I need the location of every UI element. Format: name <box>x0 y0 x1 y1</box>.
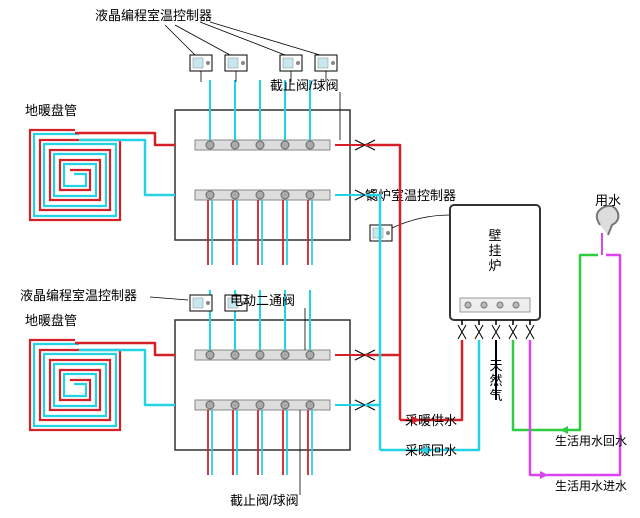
floor-coil-2 <box>30 340 120 430</box>
manifold-2 <box>175 290 375 475</box>
floor-coil-1 <box>30 130 120 220</box>
label-dhw-return: 生活用水回水 <box>555 434 627 448</box>
thermostat-icon <box>225 55 247 71</box>
manifold-1 <box>175 80 375 265</box>
thermostat-icon <box>280 55 302 71</box>
thermostat-icon <box>190 55 212 71</box>
label-gas: 然 <box>489 373 502 388</box>
label-thermostat-top: 液晶编程室温控制器 <box>95 8 212 23</box>
label-gas: 气 <box>489 388 502 403</box>
valve-icon <box>458 325 466 339</box>
label-boiler: 炉 <box>488 258 501 273</box>
valve-icon <box>475 325 483 339</box>
valve-icon <box>509 325 517 339</box>
thermostat-icon <box>315 55 337 71</box>
label-stop-valve-top: 截止阀/球阀 <box>270 78 339 93</box>
valve-icon <box>492 325 500 339</box>
faucet-icon <box>597 206 619 255</box>
valve-icon <box>526 325 534 339</box>
label-two-way-valve: 电动二通阀 <box>230 293 295 308</box>
label-gas: 天 <box>489 358 502 373</box>
label-faucet: 用水 <box>595 193 621 208</box>
label-return: 采暖回水 <box>405 443 457 458</box>
label-boiler: 壁 <box>488 228 501 243</box>
label-floor-coil-bot: 地暖盘管 <box>25 313 77 328</box>
label-floor-coil-top: 地暖盘管 <box>25 103 77 118</box>
label-boiler: 挂 <box>488 243 501 258</box>
label-thermostat-mid: 液晶编程室温控制器 <box>20 288 137 303</box>
thermostat-icon <box>190 295 212 311</box>
label-dhw-in: 生活用水进水 <box>555 479 627 493</box>
label-stop-valve-bot: 截止阀/球阀 <box>230 493 299 508</box>
